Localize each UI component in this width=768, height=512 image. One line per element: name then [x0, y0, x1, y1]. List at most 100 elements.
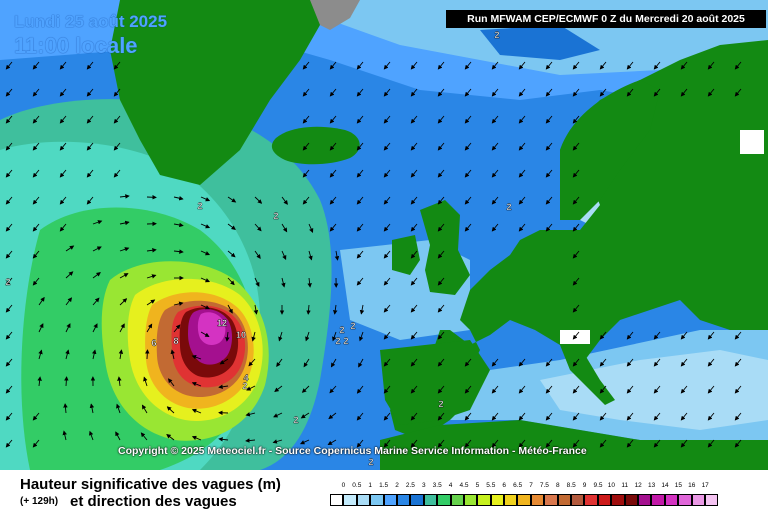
wave-arrow: [464, 196, 472, 205]
scale-label: 17: [701, 482, 709, 489]
wave-arrow: [518, 61, 526, 70]
wave-arrow: [92, 323, 98, 333]
wave-arrow: [300, 412, 310, 419]
wave-arrow: [491, 223, 499, 232]
wave-arrow: [5, 142, 13, 151]
wave-arrow: [572, 439, 580, 448]
wave-arrow: [59, 88, 67, 97]
contour-label: 2: [293, 415, 298, 425]
wave-arrow: [464, 169, 472, 178]
wave-arrow: [173, 249, 184, 254]
wave-arrow: [334, 250, 340, 261]
scale-swatch: [624, 494, 638, 506]
wave-arrow: [359, 331, 364, 342]
wave-arrow: [383, 412, 391, 421]
scale-swatch: [691, 494, 705, 506]
wave-arrow: [65, 297, 73, 306]
scale-label: 9: [582, 482, 587, 489]
iberia-land: [380, 340, 490, 425]
wave-arrow: [437, 61, 445, 70]
wave-arrow: [200, 196, 211, 202]
legend-title: Hauteur significative des vagues (m): [20, 476, 281, 493]
wave-arrow: [356, 115, 364, 124]
scale-swatch: [651, 494, 665, 506]
wave-arrow: [653, 358, 661, 367]
wave-arrow: [59, 142, 67, 151]
wave-arrow: [545, 439, 553, 448]
scale-swatch: [463, 494, 478, 506]
wave-arrow: [410, 223, 418, 232]
wave-arrow: [491, 88, 499, 97]
wave-arrow: [32, 169, 40, 178]
wave-arrow: [92, 272, 101, 279]
scale-swatch: [450, 494, 464, 506]
scale-label: 1.5: [379, 482, 389, 489]
wave-arrow: [227, 304, 233, 314]
scale-swatch: [584, 494, 598, 506]
wave-arrow: [329, 61, 337, 70]
wave-arrow: [734, 61, 742, 70]
wave-arrow: [302, 169, 310, 178]
wave-arrow: [59, 223, 67, 232]
wave-arrow: [302, 61, 310, 70]
wave-arrow: [599, 412, 607, 421]
wave-arrow: [356, 169, 364, 178]
white-lake-patch: [740, 130, 764, 154]
scale-swatch: [544, 494, 558, 506]
wave-arrow: [734, 385, 742, 394]
wave-arrow: [464, 385, 472, 394]
wave-arrow: [59, 169, 67, 178]
wave-arrow: [383, 88, 391, 97]
scandinavia-land: [560, 80, 660, 220]
wave-arrow: [734, 412, 742, 421]
wave-arrow: [653, 385, 661, 394]
wave-arrow: [301, 385, 310, 393]
wave-arrow: [272, 439, 283, 444]
wave-arrow: [518, 358, 526, 367]
wave-arrow: [302, 196, 310, 205]
wave-arrow: [38, 349, 43, 360]
wave-arrow: [680, 358, 688, 367]
wave-arrow: [5, 331, 13, 340]
wave-arrow: [5, 358, 13, 367]
wave-arrow: [254, 223, 262, 232]
wave-arrow: [437, 277, 445, 286]
wave-arrow: [383, 385, 391, 394]
wave-arrow: [59, 61, 67, 70]
wave-arrow: [167, 378, 175, 387]
scale-swatch: [410, 494, 424, 506]
wave-arrow: [734, 88, 742, 97]
wave-arrow: [5, 412, 13, 421]
scale-swatch: [611, 494, 625, 506]
wave-arrow: [437, 169, 445, 178]
wave-arrow: [572, 88, 580, 97]
wave-arrow: [89, 430, 94, 441]
wave-arrow: [707, 439, 715, 448]
wave-arrow: [518, 223, 526, 232]
wave-arrow: [145, 349, 150, 360]
scale-label: 8.5: [566, 482, 576, 489]
wave-arrow: [545, 169, 553, 178]
wave-arrow: [491, 142, 499, 151]
wave-direction-arrows: [5, 61, 742, 448]
wave-arrow: [437, 88, 445, 97]
ireland-land: [392, 235, 420, 275]
britain-land: [420, 200, 470, 295]
wave-arrow: [356, 412, 364, 421]
wave-arrow: [119, 298, 128, 306]
wave-arrow: [86, 196, 94, 205]
wave-arrow: [356, 223, 364, 232]
scale-label: 2: [395, 482, 399, 489]
color-scale-labels: 0 0.5 1 1.5 2 2.5 3 3.5 4 4.5 5 5.5 6 6.5 7 7.5 8 8.5 9 9.5…: [322, 482, 768, 492]
wave-arrow: [86, 142, 94, 151]
wave-arrow: [653, 439, 661, 448]
wave-arrow: [518, 169, 526, 178]
wave-arrow: [5, 223, 13, 232]
scale-label: 8: [555, 482, 560, 489]
wave-arrow: [329, 169, 337, 178]
wave-arrow: [464, 115, 472, 124]
wave-arrow: [707, 331, 715, 340]
wave-arrow: [545, 385, 553, 394]
wave-arrow: [5, 250, 13, 259]
wave-arrow: [116, 403, 121, 414]
